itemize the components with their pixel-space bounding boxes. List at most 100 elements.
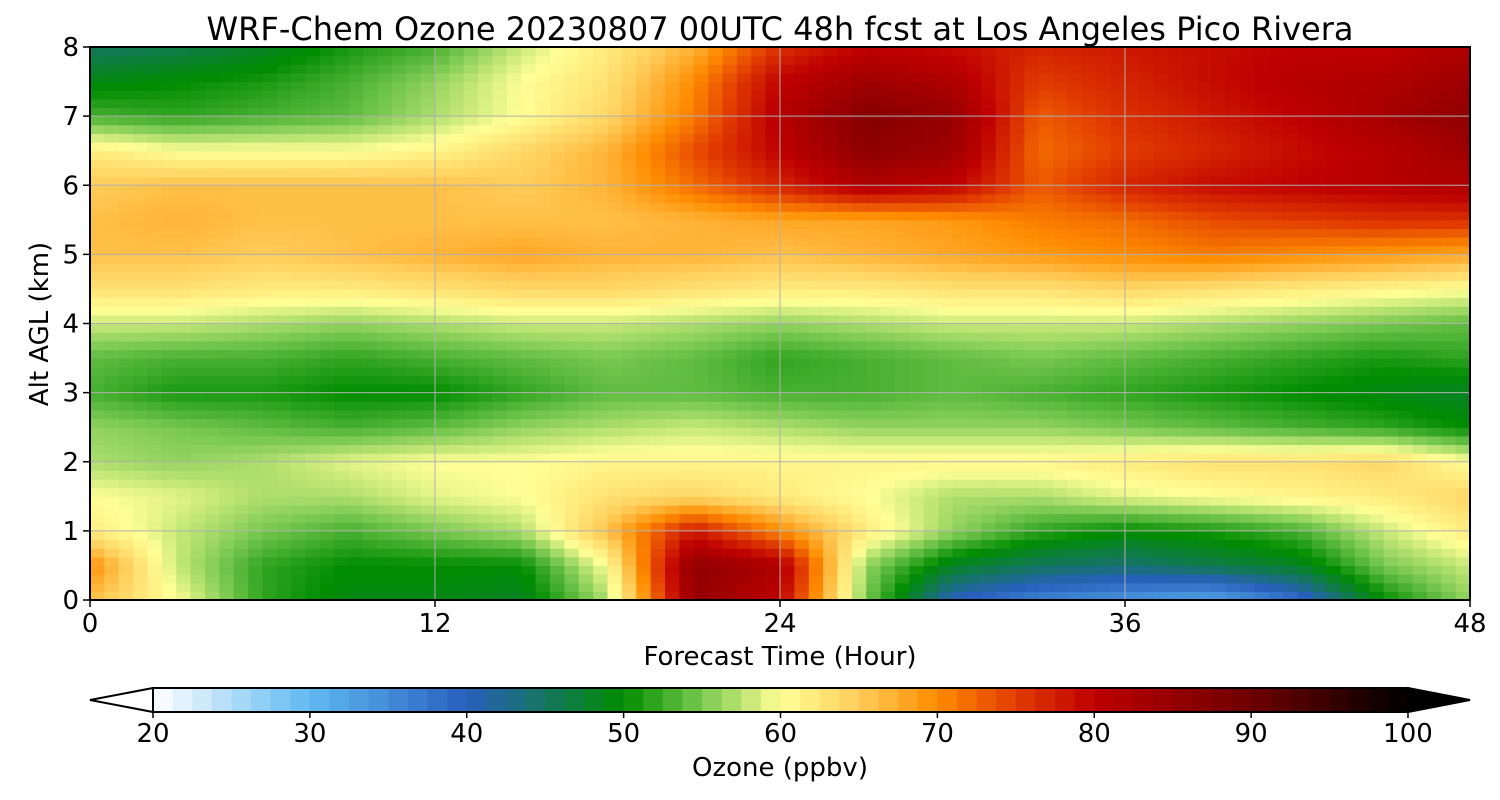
heatmap-cell bbox=[1182, 556, 1198, 567]
heatmap-cell bbox=[1038, 202, 1054, 212]
heatmap-cell bbox=[909, 487, 925, 497]
heatmap-cell bbox=[248, 548, 264, 558]
heatmap-cell bbox=[377, 383, 393, 394]
heatmap-cell bbox=[578, 358, 594, 368]
heatmap-cell bbox=[348, 409, 364, 420]
heatmap-cell bbox=[104, 435, 120, 446]
heatmap-cell bbox=[765, 237, 781, 247]
heatmap-cell bbox=[1125, 444, 1140, 454]
heatmap-cell bbox=[722, 435, 738, 446]
heatmap-cell bbox=[1182, 409, 1198, 420]
heatmap-cell bbox=[248, 176, 264, 186]
heatmap-cell bbox=[722, 167, 738, 178]
heatmap-cell bbox=[363, 539, 379, 549]
heatmap-cell bbox=[1398, 513, 1414, 523]
heatmap-cell bbox=[262, 150, 278, 160]
heatmap-cell bbox=[1297, 219, 1313, 230]
heatmap-cell bbox=[1225, 237, 1241, 247]
heatmap-cell bbox=[621, 461, 637, 471]
heatmap-cell bbox=[621, 496, 637, 506]
heatmap-cell bbox=[334, 263, 350, 273]
heatmap-cell bbox=[176, 288, 192, 299]
heatmap-cell bbox=[90, 574, 105, 584]
heatmap-cell bbox=[492, 479, 508, 489]
heatmap-cell bbox=[895, 237, 910, 247]
heatmap-cell bbox=[665, 591, 680, 600]
heatmap-cell bbox=[133, 548, 149, 558]
heatmap-cell bbox=[463, 530, 479, 541]
heatmap-cell bbox=[276, 401, 292, 411]
heatmap-cell bbox=[966, 392, 982, 402]
heatmap-cell bbox=[1053, 349, 1069, 359]
heatmap-cell bbox=[276, 314, 292, 325]
heatmap-cell bbox=[1225, 314, 1241, 325]
heatmap-cell bbox=[923, 314, 939, 325]
heatmap-cell bbox=[161, 288, 177, 299]
heatmap-cell bbox=[1340, 479, 1356, 489]
heatmap-cell bbox=[1240, 237, 1255, 247]
heatmap-cell bbox=[909, 150, 925, 160]
heatmap-cell bbox=[1297, 539, 1313, 549]
heatmap-cell bbox=[219, 582, 235, 592]
heatmap-cell bbox=[478, 159, 494, 169]
heatmap-cell bbox=[363, 297, 379, 307]
heatmap-cell bbox=[1455, 176, 1470, 186]
heatmap-cell bbox=[607, 202, 623, 212]
heatmap-cell bbox=[966, 332, 982, 342]
heatmap-cell bbox=[1326, 496, 1342, 506]
heatmap-cell bbox=[621, 522, 637, 532]
heatmap-cell bbox=[1168, 435, 1184, 446]
heatmap-cell bbox=[1283, 150, 1299, 160]
heatmap-cell bbox=[219, 254, 235, 264]
heatmap-cell bbox=[190, 427, 206, 437]
heatmap-cell bbox=[161, 582, 177, 592]
heatmap-cell bbox=[1096, 582, 1112, 592]
heatmap-cell bbox=[118, 479, 134, 489]
heatmap-cell bbox=[90, 150, 105, 160]
heatmap-cell bbox=[1053, 254, 1069, 264]
heatmap-cell bbox=[262, 556, 278, 567]
heatmap-cell bbox=[1168, 245, 1184, 255]
heatmap-cell bbox=[966, 427, 982, 437]
heatmap-cell bbox=[506, 340, 522, 351]
heatmap-cell bbox=[1369, 332, 1385, 342]
heatmap-cell bbox=[377, 332, 393, 342]
heatmap-cell bbox=[1225, 574, 1241, 584]
heatmap-cell bbox=[765, 513, 781, 523]
heatmap-cell bbox=[248, 202, 264, 212]
heatmap-cell bbox=[535, 513, 551, 523]
heatmap-cell bbox=[506, 470, 522, 480]
heatmap-cell bbox=[751, 383, 767, 394]
heatmap-cell bbox=[808, 591, 824, 600]
heatmap-cell bbox=[348, 306, 364, 316]
heatmap-cell bbox=[880, 444, 896, 454]
heatmap-cell bbox=[1398, 297, 1414, 307]
heatmap-cell bbox=[1441, 513, 1457, 523]
heatmap-cell bbox=[133, 565, 149, 575]
heatmap-cell bbox=[866, 263, 882, 273]
heatmap-cell bbox=[133, 176, 149, 186]
heatmap-cell bbox=[190, 453, 206, 463]
heatmap-cell bbox=[1024, 366, 1040, 376]
heatmap-cell bbox=[1326, 323, 1342, 333]
heatmap-cell bbox=[248, 530, 264, 541]
heatmap-cell bbox=[1383, 496, 1399, 506]
heatmap-cell bbox=[1297, 349, 1313, 359]
heatmap-cell bbox=[363, 314, 379, 325]
heatmap-cell bbox=[751, 263, 767, 273]
heatmap-cell bbox=[406, 418, 422, 428]
heatmap-cell bbox=[866, 314, 882, 325]
heatmap-cell bbox=[262, 340, 278, 351]
heatmap-cell bbox=[1441, 470, 1457, 480]
heatmap-cell bbox=[966, 496, 982, 506]
heatmap-cell bbox=[851, 548, 867, 558]
heatmap-cell bbox=[147, 193, 163, 204]
heatmap-cell bbox=[276, 219, 292, 230]
heatmap-cell bbox=[363, 383, 379, 394]
heatmap-cell bbox=[449, 530, 465, 541]
heatmap-cell bbox=[535, 401, 551, 411]
heatmap-cell bbox=[1412, 211, 1428, 221]
heatmap-cell bbox=[909, 159, 925, 169]
heatmap-cell bbox=[593, 202, 609, 212]
heatmap-cell bbox=[535, 530, 551, 541]
